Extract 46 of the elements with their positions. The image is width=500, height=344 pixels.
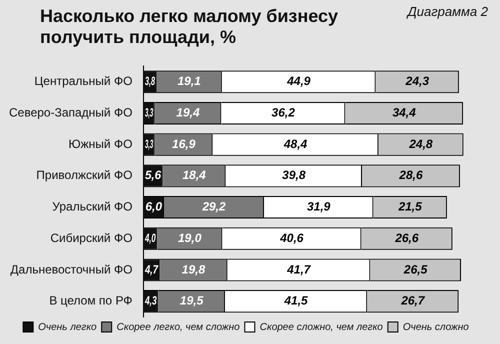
data-label: 19,8 bbox=[182, 262, 206, 276]
legend-label: Скорее легко, чем сложно bbox=[116, 322, 240, 333]
data-label: 18,4 bbox=[182, 168, 206, 182]
legend-label: Очень легко bbox=[38, 322, 98, 333]
y-tick-label: Дальневосточный ФО bbox=[10, 262, 132, 276]
data-label: 48,4 bbox=[282, 136, 308, 151]
data-label: 5,6 bbox=[144, 168, 162, 182]
data-label: 40,6 bbox=[279, 230, 304, 245]
data-label: 41,5 bbox=[283, 294, 308, 308]
legend-label: Скорее сложно, чем легко bbox=[260, 322, 384, 333]
data-label: 3,3 bbox=[144, 106, 154, 120]
data-label: 4,0 bbox=[144, 232, 156, 246]
y-tick-label: Северо-Западный ФО bbox=[8, 106, 132, 120]
data-label: 16,9 bbox=[172, 136, 196, 151]
data-label: 19,5 bbox=[180, 294, 204, 308]
data-label: 26,5 bbox=[402, 262, 428, 276]
y-tick-label: Южный ФО bbox=[68, 136, 132, 151]
data-label: 44,9 bbox=[286, 74, 311, 88]
y-tick-label: Приволжский ФО bbox=[36, 168, 132, 182]
data-label: 26,7 bbox=[400, 294, 426, 308]
data-label: 19,1 bbox=[177, 74, 202, 88]
data-label: 31,9 bbox=[306, 200, 331, 214]
data-label: 29,2 bbox=[201, 200, 226, 214]
y-tick-label: В целом по РФ bbox=[49, 294, 132, 308]
data-label: 19,0 bbox=[178, 230, 202, 245]
data-label: 3,3 bbox=[144, 138, 154, 152]
y-tick-label: Сибирский ФО bbox=[50, 230, 132, 245]
data-label: 36,2 bbox=[272, 106, 296, 120]
data-label: 24,3 bbox=[404, 74, 430, 88]
data-label: 19,4 bbox=[176, 106, 200, 120]
legend-label: Очень сложно bbox=[402, 322, 470, 333]
data-label: 41,7 bbox=[286, 262, 312, 276]
data-label: 3,8 bbox=[144, 75, 156, 89]
data-label: 24,8 bbox=[408, 136, 433, 151]
data-label: 39,8 bbox=[282, 168, 306, 182]
data-label: 4,7 bbox=[144, 263, 159, 277]
data-label: 28,6 bbox=[398, 168, 423, 182]
text: Диаграмма 2 bbox=[408, 4, 488, 19]
y-tick-label: Центральный ФО bbox=[34, 74, 132, 88]
data-label: 26,6 bbox=[394, 230, 419, 245]
data-label: 4,3 bbox=[144, 295, 157, 308]
data-label: 34,4 bbox=[392, 106, 416, 120]
data-label: 6,0 bbox=[145, 200, 162, 214]
y-tick-label: Уральский ФО bbox=[52, 200, 132, 214]
data-label: 21,5 bbox=[397, 200, 422, 214]
chart-title: Насколько легко малому бизнесу получить площади, % bbox=[40, 6, 340, 48]
